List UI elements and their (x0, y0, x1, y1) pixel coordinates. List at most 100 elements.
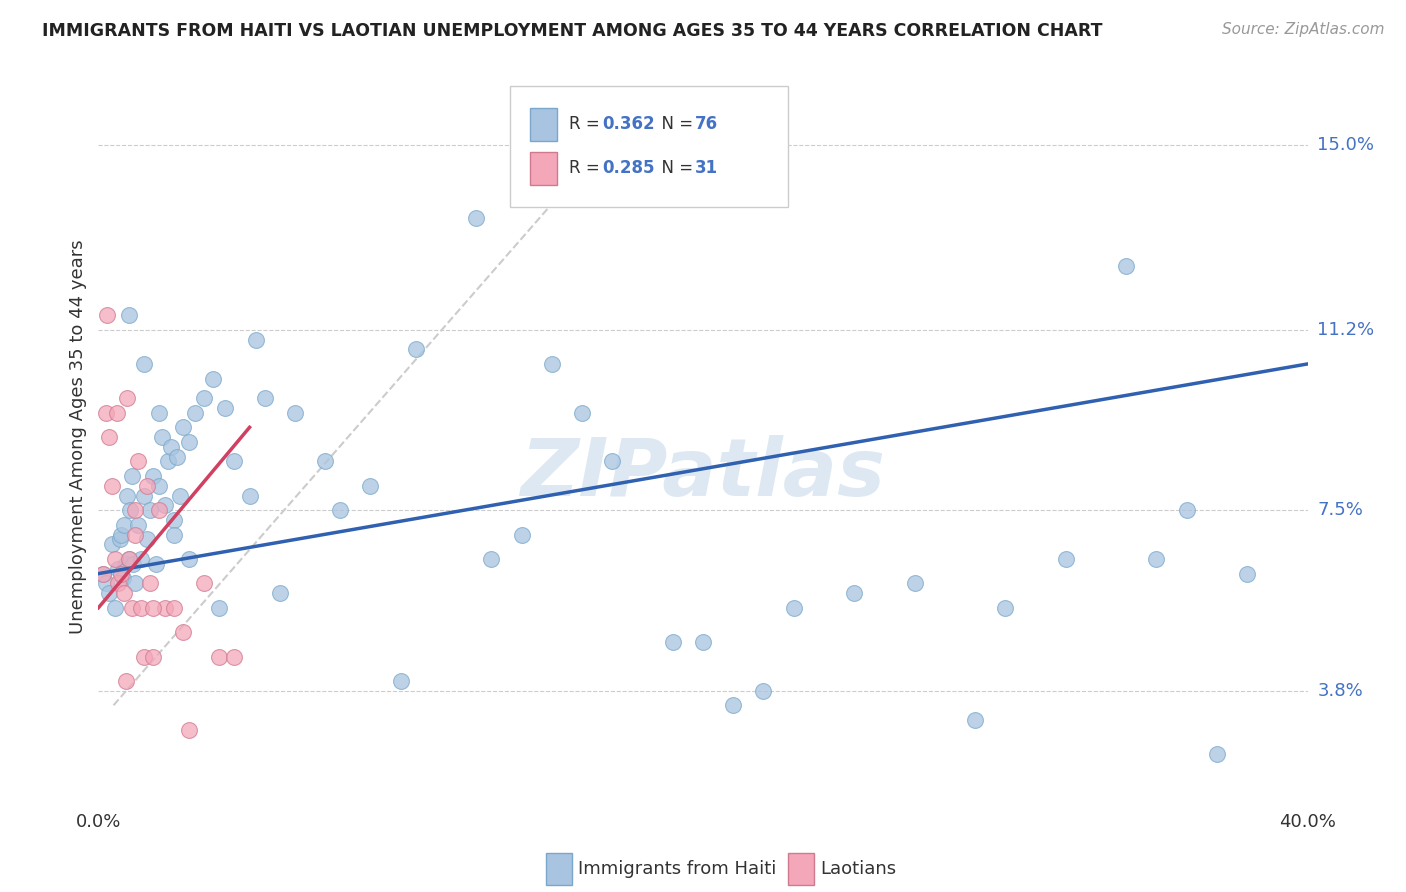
Point (132, 357, 155, 371)
Point (114, 673, 136, 688)
Text: 76: 76 (695, 115, 717, 134)
Point (104, 600, 127, 615)
Point (965, 713, 987, 727)
Point (115, 489, 138, 503)
Point (752, 683, 775, 698)
Point (172, 625, 194, 640)
Point (1206, 747, 1229, 761)
Point (156, 454, 179, 468)
Point (1146, 552, 1168, 566)
Text: Source: ZipAtlas.com: Source: ZipAtlas.com (1222, 22, 1385, 37)
Text: 7.5%: 7.5% (1317, 501, 1364, 519)
Point (118, 552, 141, 566)
Point (1115, 260, 1137, 274)
Point (96, 308, 118, 322)
Point (142, 649, 165, 664)
Point (94, 406, 117, 420)
FancyBboxPatch shape (530, 152, 557, 185)
Point (239, 489, 262, 503)
Point (208, 649, 231, 664)
Point (172, 420, 194, 434)
FancyBboxPatch shape (546, 853, 572, 885)
Point (132, 649, 155, 664)
Point (108, 533, 131, 547)
Point (118, 552, 141, 566)
Point (105, 406, 128, 420)
Point (110, 527, 132, 541)
Point (148, 406, 170, 420)
FancyBboxPatch shape (787, 853, 814, 885)
Text: N =: N = (651, 115, 699, 134)
Point (139, 576, 162, 591)
Point (107, 562, 129, 576)
Point (179, 434, 201, 449)
Point (245, 333, 267, 347)
Point (214, 401, 236, 415)
Text: 11.2%: 11.2% (1317, 321, 1375, 339)
Point (127, 454, 149, 468)
Point (135, 533, 157, 547)
Point (118, 308, 141, 322)
Point (122, 557, 145, 571)
Point (163, 600, 186, 615)
Point (139, 503, 162, 517)
Point (510, 527, 533, 541)
Point (1236, 566, 1258, 581)
Point (91, 566, 114, 581)
Point (692, 635, 714, 649)
Point (91, 566, 114, 581)
Point (314, 454, 336, 468)
Point (169, 489, 191, 503)
Point (166, 450, 188, 464)
Point (115, 391, 138, 405)
Point (153, 600, 176, 615)
Point (571, 406, 593, 420)
Point (253, 391, 276, 405)
Point (127, 517, 149, 532)
Point (602, 454, 624, 468)
Point (111, 572, 134, 586)
Point (405, 343, 427, 357)
Point (112, 586, 135, 600)
Point (193, 391, 215, 405)
Text: 0.285: 0.285 (603, 160, 655, 178)
Point (783, 600, 806, 615)
Point (994, 600, 1017, 615)
Text: 15.0%: 15.0% (1317, 136, 1374, 153)
Point (329, 503, 352, 517)
Point (284, 406, 307, 420)
FancyBboxPatch shape (530, 108, 557, 141)
Point (110, 566, 132, 581)
Point (661, 635, 683, 649)
Point (135, 479, 157, 493)
Point (121, 600, 143, 615)
Point (224, 454, 246, 468)
Point (98, 586, 121, 600)
Text: IMMIGRANTS FROM HAITI VS LAOTIAN UNEMPLOYMENT AMONG AGES 35 TO 44 YEARS CORRELAT: IMMIGRANTS FROM HAITI VS LAOTIAN UNEMPLO… (42, 22, 1102, 40)
Text: Laotians: Laotians (820, 860, 897, 878)
Text: 0.362: 0.362 (603, 115, 655, 134)
Text: 3.8%: 3.8% (1317, 681, 1362, 699)
Point (132, 489, 155, 503)
Point (101, 479, 124, 493)
Point (160, 440, 183, 454)
Point (193, 576, 215, 591)
Point (112, 517, 135, 532)
Text: R =: R = (569, 115, 605, 134)
Point (179, 552, 201, 566)
Point (98, 430, 121, 444)
Point (148, 503, 170, 517)
Point (904, 576, 927, 591)
Point (1054, 552, 1077, 566)
Point (124, 527, 146, 541)
Text: Immigrants from Haiti: Immigrants from Haiti (578, 860, 778, 878)
Point (389, 673, 412, 688)
Point (202, 371, 225, 385)
Text: N =: N = (651, 160, 699, 178)
Point (163, 527, 186, 541)
Point (104, 552, 127, 566)
Text: ZIPatlas: ZIPatlas (520, 434, 886, 513)
Text: R =: R = (569, 160, 605, 178)
Point (723, 698, 745, 713)
Point (107, 576, 129, 591)
